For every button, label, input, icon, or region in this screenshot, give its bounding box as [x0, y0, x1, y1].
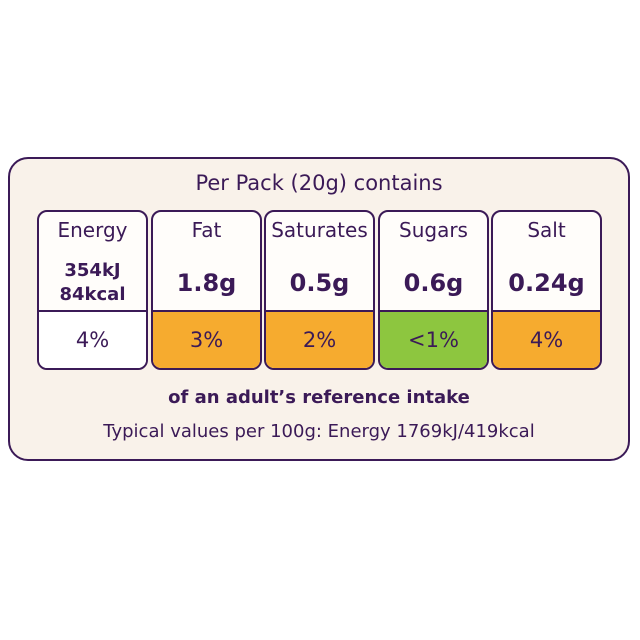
- amount-line: 84kcal: [59, 284, 126, 305]
- amount-line: 0.5g: [289, 269, 350, 297]
- nutrient-column: Saturates 0.5g 2%: [264, 210, 375, 370]
- nutrient-name: Fat: [191, 218, 222, 242]
- nutrient-column: Salt 0.24g 4%: [491, 210, 602, 370]
- reference-intake: 4%: [493, 310, 600, 368]
- nutrition-label: Per Pack (20g) contains of an adult’s re…: [8, 157, 630, 461]
- typical-values: Typical values per 100g: Energy 1769kJ/4…: [103, 421, 535, 442]
- nutrient-name: Energy: [57, 218, 128, 242]
- nutrient-amount: 1.8g: [153, 254, 260, 312]
- nutrient-column: Sugars 0.6g <1%: [378, 210, 489, 370]
- reference-intake: 3%: [153, 310, 260, 368]
- nutrient-amount: 0.5g: [266, 254, 373, 312]
- label-title: Per Pack (20g) contains: [195, 171, 443, 195]
- nutrient-amount: 354kJ 84kcal: [39, 254, 146, 312]
- reference-note: of an adult’s reference intake: [168, 387, 470, 408]
- nutrient-name: Sugars: [399, 218, 468, 242]
- amount-line: 1.8g: [176, 269, 237, 297]
- nutrient-name: Salt: [527, 218, 566, 242]
- amount-line: 354kJ: [64, 260, 121, 281]
- nutrient-amount: 0.24g: [493, 254, 600, 312]
- nutrient-name: Saturates: [271, 218, 368, 242]
- nutrient-amount: 0.6g: [380, 254, 487, 312]
- reference-intake: 2%: [266, 310, 373, 368]
- nutrient-column: Energy 354kJ 84kcal 4%: [37, 210, 148, 370]
- nutrient-column: Fat 1.8g 3%: [151, 210, 262, 370]
- amount-line: 0.6g: [403, 269, 464, 297]
- amount-line: 0.24g: [508, 269, 585, 297]
- reference-intake: <1%: [380, 310, 487, 368]
- reference-intake: 4%: [39, 310, 146, 368]
